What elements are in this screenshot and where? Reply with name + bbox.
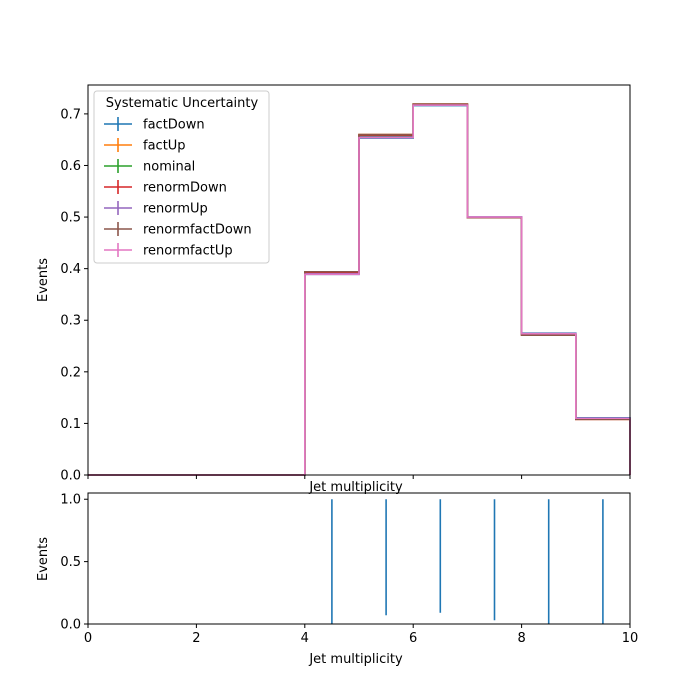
legend-label: renormfactUp: [143, 244, 233, 259]
bottom-x-tick-label: 6: [409, 631, 417, 646]
bottom-x-axis-label: Jet multiplicity: [308, 652, 403, 667]
ratio-panel: 0 2 4 6 8 10 0.0 0.5 1.0 Jet multiplicity Event…: [36, 492, 638, 667]
legend-label: renormUp: [143, 202, 208, 217]
legend: Systematic Uncertainty factDown factUp nom…: [93, 90, 270, 264]
bottom-y-tick-label: 0.0: [60, 618, 81, 633]
top-x-ticks: [87, 475, 631, 479]
bottom-y-tick-label: 1.0: [60, 493, 81, 508]
legend-entry-renormfactDown: renormfactDown: [104, 222, 252, 238]
top-y-tick-label: 0.0: [60, 469, 81, 484]
legend-entry-renormfactUp: renormfactUp: [104, 243, 233, 259]
bottom-y-tick-label: 0.5: [60, 555, 81, 570]
legend-entry-factUp: factUp: [104, 138, 186, 154]
bottom-x-tick-label: 2: [192, 631, 200, 646]
bottom-x-tick-label: 8: [517, 631, 525, 646]
top-y-axis-label: Events: [36, 258, 51, 302]
legend-entry-renormUp: renormUp: [104, 201, 208, 217]
legend-label: renormfactDown: [143, 223, 252, 238]
legend-entries: factDown factUp nominal renormDown renormUp r…: [104, 117, 252, 259]
bottom-axes-frame: [87, 492, 631, 625]
top-y-tick-label: 0.1: [60, 417, 81, 432]
bottom-x-tick-label: 10: [622, 631, 639, 646]
legend-entry-factDown: factDown: [104, 117, 205, 133]
top-axes-frame: [87, 84, 631, 476]
top-y-tick-label: 0.6: [60, 159, 81, 174]
legend-label: nominal: [143, 160, 195, 175]
top-y-ticks: 0.0 0.1 0.2 0.3 0.4 0.5 0.6 0.7: [60, 107, 88, 484]
top-y-tick-label: 0.7: [60, 107, 81, 122]
bottom-x-tick-label: 4: [301, 631, 309, 646]
bottom-y-axis-label: Events: [36, 537, 51, 581]
top-y-tick-label: 0.3: [60, 314, 81, 329]
top-y-tick-label: 0.2: [60, 365, 81, 380]
top-x-axis-label: Jet multiplicity: [308, 480, 403, 495]
bottom-y-ticks: 0.0 0.5 1.0: [60, 493, 88, 633]
bottom-x-tick-label: 0: [84, 631, 92, 646]
legend-label: renormDown: [143, 181, 227, 196]
legend-box: [93, 90, 270, 264]
bottom-plot-area: [331, 499, 604, 624]
top-y-tick-label: 0.4: [60, 262, 81, 277]
legend-label: factDown: [143, 118, 205, 133]
top-y-tick-label: 0.5: [60, 211, 81, 226]
legend-label: factUp: [143, 139, 186, 154]
legend-entry-renormDown: renormDown: [104, 180, 227, 196]
legend-entry-nominal: nominal: [104, 159, 195, 175]
main-distribution-panel: 0.0 0.1 0.2 0.3 0.4 0.5 0.6 0.7 Jet multiplicit…: [36, 84, 631, 495]
legend-title: Systematic Uncertainty: [106, 96, 259, 111]
bottom-x-ticks: 0 2 4 6 8 10: [84, 624, 638, 646]
